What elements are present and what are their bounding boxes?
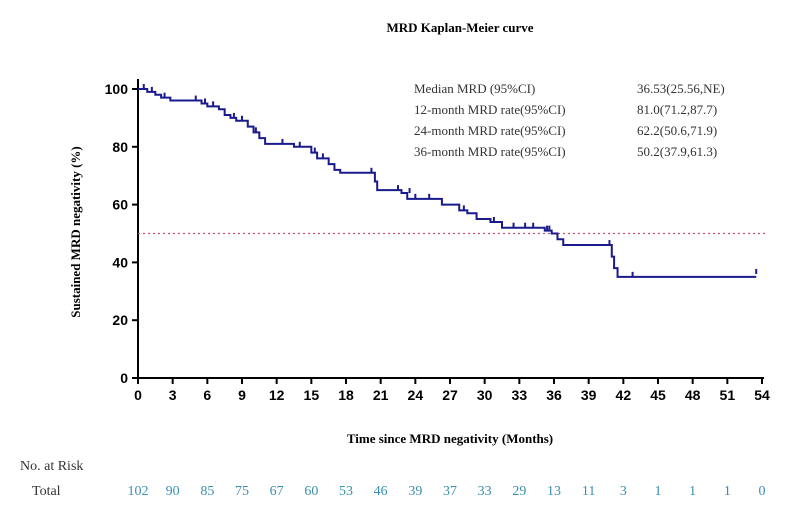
risk-value: 102 [128,484,149,499]
risk-value: 75 [235,484,249,499]
censor-marks [142,84,758,277]
x-tick-label: 6 [203,387,211,403]
risk-value: 11 [582,484,595,499]
risk-table-title: No. at Risk [20,459,83,474]
y-tick-label: 20 [112,312,128,328]
stats-label: 24-month MRD rate(95%CI) [414,123,566,138]
stats-label: Median MRD (95%CI) [414,81,535,96]
x-tick-label: 42 [616,387,632,403]
risk-value: 46 [374,484,388,499]
y-axis-label: Sustained MRD negativity (%) [68,146,83,318]
x-tick-label: 51 [720,387,736,403]
risk-value: 85 [200,484,214,499]
risk-value: 0 [759,484,766,499]
risk-value: 1 [689,484,696,499]
risk-value: 1 [655,484,662,499]
x-tick-label: 18 [338,387,354,403]
y-tick-label: 80 [112,139,128,155]
risk-value: 33 [478,484,492,499]
x-tick-label: 30 [477,387,493,403]
stats-value: 62.2(50.6,71.9) [637,123,717,138]
x-tick-label: 21 [373,387,389,403]
x-tick-label: 9 [238,387,246,403]
x-tick-label: 36 [546,387,562,403]
risk-table-values: 102 90 85 75 67 60 53 46 39 37 33 29 13 11 3 1 1 1 0 [128,484,766,499]
risk-value: 67 [270,484,284,499]
risk-row-label: Total [32,484,61,499]
x-tick-label: 0 [134,387,142,403]
y-tick-label: 100 [105,81,129,97]
risk-value: 37 [443,484,457,499]
x-axis-label: Time since MRD negativity (Months) [347,431,553,446]
x-tick-label: 54 [754,387,770,403]
x-tick-label: 33 [512,387,528,403]
stats-table: Median MRD (95%CI) 36.53(25.56,NE) 12-mo… [414,81,725,159]
risk-value: 90 [166,484,180,499]
y-tick-label: 0 [120,370,128,386]
x-tick-label: 12 [269,387,285,403]
km-curve [138,88,757,278]
risk-value: 53 [339,484,353,499]
risk-value: 29 [512,484,526,499]
stats-label: 36-month MRD rate(95%CI) [414,144,566,159]
x-tick-label: 15 [304,387,320,403]
risk-value: 13 [547,484,561,499]
x-tick-label: 48 [685,387,701,403]
y-tick-label: 60 [112,197,128,213]
stats-label: 12-month MRD rate(95%CI) [414,102,566,117]
stats-value: 81.0(71.2,87.7) [637,102,717,117]
x-tick-label: 27 [442,387,458,403]
risk-value: 60 [304,484,318,499]
x-tick-label: 3 [169,387,177,403]
risk-value: 1 [724,484,731,499]
risk-value: 3 [620,484,627,499]
y-tick-label: 40 [112,254,128,270]
x-tick-label: 39 [581,387,597,403]
risk-value: 39 [408,484,422,499]
x-tick-label: 24 [408,387,424,403]
stats-value: 50.2(37.9,61.3) [637,144,717,159]
chart-title: MRD Kaplan-Meier curve [386,20,533,35]
x-tick-label: 45 [650,387,666,403]
stats-value: 36.53(25.56,NE) [637,81,725,96]
